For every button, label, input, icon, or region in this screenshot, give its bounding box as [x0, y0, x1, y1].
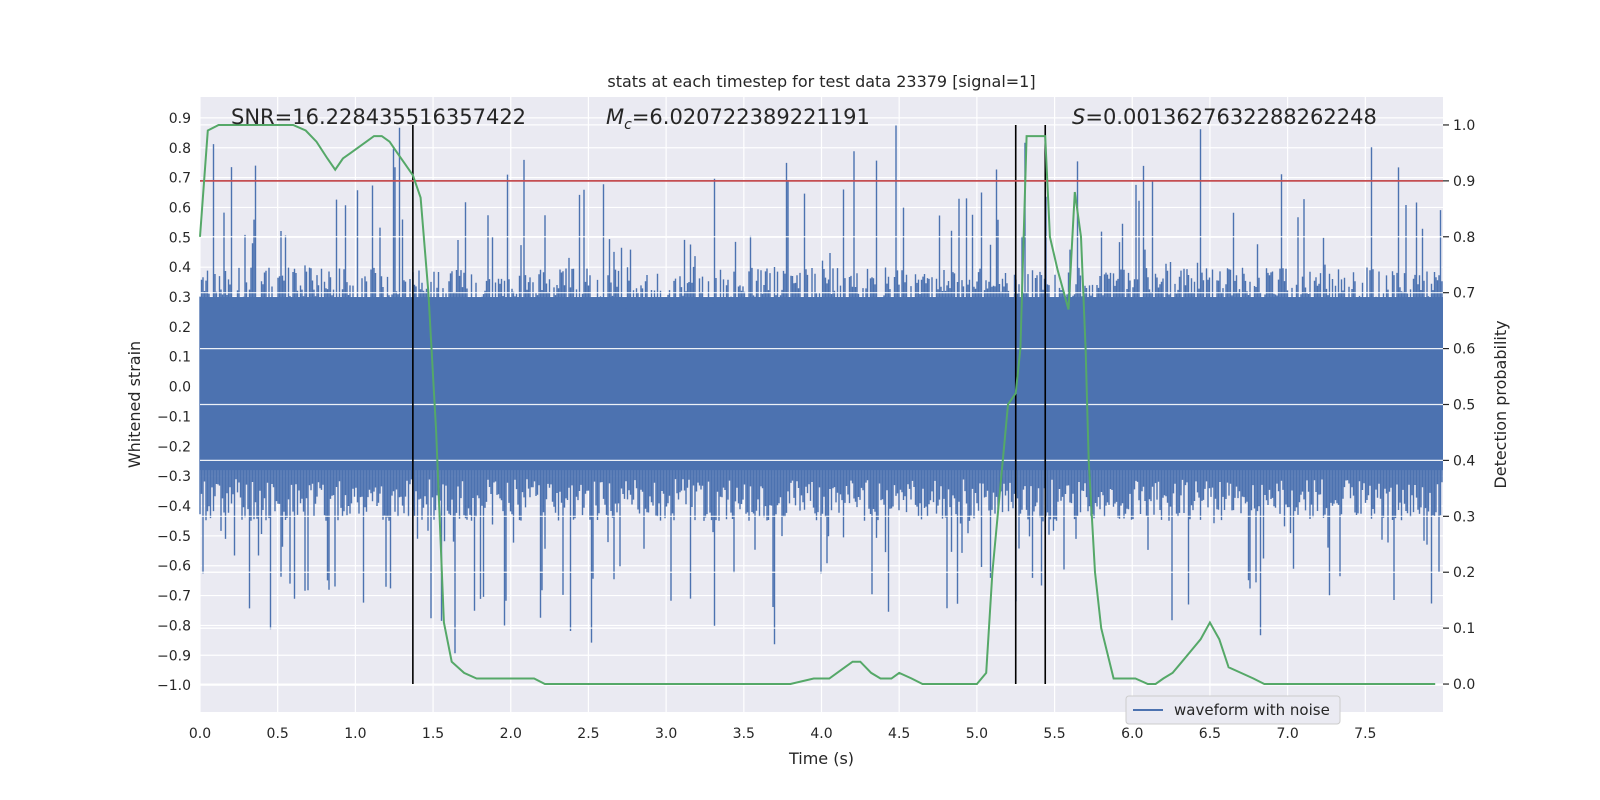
mc-value: =6.020722389221191 — [632, 105, 870, 129]
x-tick-label: 3.0 — [655, 726, 677, 742]
x-tick-label: 3.5 — [733, 726, 755, 742]
y-tick-label: 0.5 — [169, 230, 191, 246]
x-tick-label: 2.5 — [577, 726, 599, 742]
event-markers — [412, 124, 1047, 685]
y2-tick-label: 0.3 — [1453, 509, 1475, 525]
x-tick-label: 7.5 — [1354, 726, 1376, 742]
x-tick-label: 7.0 — [1276, 726, 1298, 742]
y-tick-label: 0.2 — [169, 320, 191, 336]
y-tick-label: −0.4 — [157, 499, 191, 515]
chirp-mass-annotation: Mc=6.020722389221191 — [606, 105, 870, 133]
y-tick-label: −0.1 — [157, 409, 191, 425]
s-annotation: S=0.0013627632288262248 — [1072, 105, 1377, 129]
y-tick-label: 0.8 — [169, 141, 191, 157]
s-symbol: S — [1072, 105, 1085, 129]
mc-subscript: c — [624, 117, 632, 133]
y-tick-label: 0.0 — [169, 380, 191, 396]
mc-symbol: M — [606, 105, 624, 129]
y-tick-label: −0.6 — [157, 559, 191, 575]
y2-tick-label: 0.8 — [1453, 230, 1475, 246]
y2-tick-label: 0.0 — [1453, 677, 1475, 693]
x-tick-label: 6.5 — [1199, 726, 1221, 742]
x-axis-label: Time (s) — [788, 749, 854, 768]
y-tick-label: 0.6 — [169, 200, 191, 216]
x-tick-label: 0.5 — [267, 726, 289, 742]
y-tick-label: −0.8 — [157, 618, 191, 634]
y-tick-label: −0.5 — [157, 529, 191, 545]
x-tick-label: 6.0 — [1121, 726, 1143, 742]
x-tick-label: 5.5 — [1043, 726, 1065, 742]
series-waveform-with-noise — [199, 124, 1443, 685]
x-tick-label: 4.5 — [888, 726, 910, 742]
series-detection-probability — [199, 124, 1436, 685]
y2-tick-label: 0.4 — [1453, 453, 1475, 469]
y2-axis-label: Detection probability — [1491, 320, 1510, 488]
y2-tick-label: 0.5 — [1453, 398, 1475, 414]
x-tick-label: 4.0 — [810, 726, 832, 742]
y2-tick-label: 0.2 — [1453, 565, 1475, 581]
x-tick-label: 1.5 — [422, 726, 444, 742]
chart-title: stats at each timestep for test data 233… — [607, 72, 1035, 91]
legend: waveform with noise — [1125, 695, 1341, 725]
y-axis-label: Whitened strain — [125, 341, 144, 468]
x-tick-label: 0.0 — [189, 726, 211, 742]
y-axis-ticks: 0.9 0.8 0.7 0.6 0.5 0.4 0.3 0.2 0.1 0.0 −0.1 −0.2 −0… — [157, 111, 191, 694]
legend-box — [1125, 695, 1341, 725]
y-tick-label: 0.3 — [169, 290, 191, 306]
s-value: =0.0013627632288262248 — [1085, 105, 1377, 129]
y-tick-label: 0.9 — [169, 111, 191, 127]
snr-annotation: SNR=16.228435516357422 — [231, 105, 526, 129]
x-tick-label: 2.0 — [500, 726, 522, 742]
y-tick-label: −0.2 — [157, 439, 191, 455]
y-tick-label: −1.0 — [157, 678, 191, 694]
y2-tick-label: 0.6 — [1453, 342, 1475, 358]
y-tick-label: 0.1 — [169, 350, 191, 366]
x-tick-label: 1.0 — [344, 726, 366, 742]
x-tick-label: 5.0 — [966, 726, 988, 742]
y2-tick-label: 1.0 — [1453, 118, 1475, 134]
y2-axis-ticks: 1.0 0.9 0.8 0.7 0.6 0.5 0.4 0.3 0.2 0.1 0.0 — [1443, 118, 1475, 693]
y2-tick-label: 0.9 — [1453, 174, 1475, 190]
y2-tick-label: 0.7 — [1453, 286, 1475, 302]
y-tick-label: 0.4 — [169, 260, 191, 276]
y-tick-label: −0.9 — [157, 648, 191, 664]
y-tick-label: 0.7 — [169, 171, 191, 187]
waveform-trace — [199, 125, 1443, 654]
legend-label-waveform: waveform with noise — [1174, 701, 1330, 719]
y-tick-label: −0.7 — [157, 589, 191, 605]
y2-tick-label: 0.1 — [1453, 621, 1475, 637]
x-axis-ticks: 0.0 0.5 1.0 1.5 2.0 2.5 3.0 3.5 4.0 4.5 5.0 5.5 6.0 6… — [189, 726, 1377, 742]
y-tick-label: −0.3 — [157, 469, 191, 485]
